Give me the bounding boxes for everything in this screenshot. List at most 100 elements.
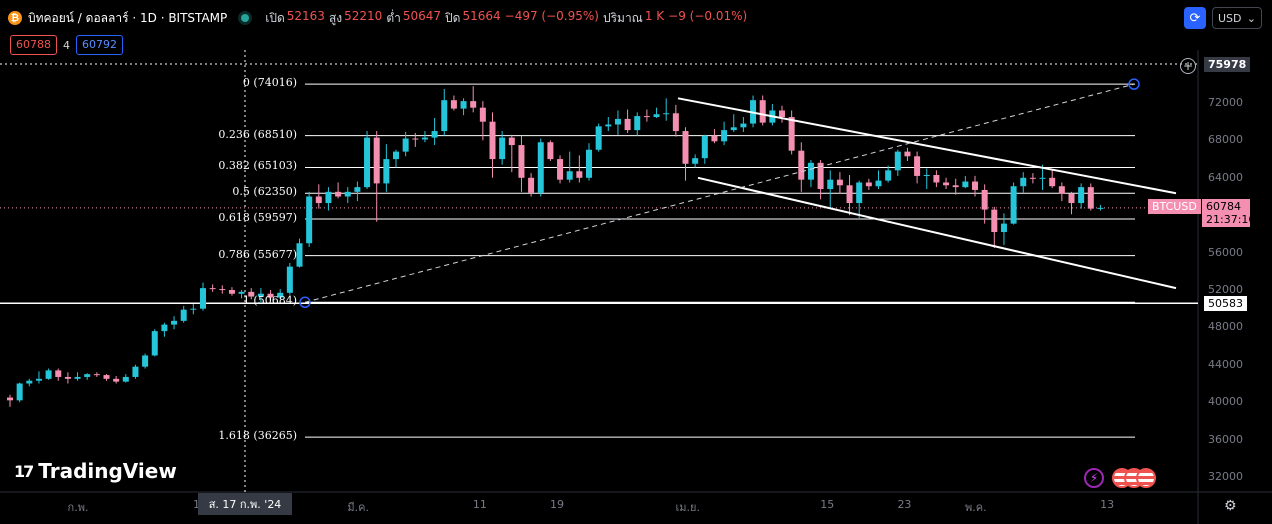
candle-body bbox=[643, 116, 650, 118]
currency-select[interactable]: USD ⌄ bbox=[1212, 7, 1262, 29]
candle bbox=[1039, 164, 1046, 190]
candle-body bbox=[354, 187, 361, 192]
candle bbox=[402, 131, 409, 157]
sync-icon[interactable]: ⟳ bbox=[1184, 7, 1206, 29]
candle bbox=[643, 109, 650, 122]
candle bbox=[914, 151, 921, 184]
candle bbox=[528, 173, 535, 197]
fib-trend-line bbox=[304, 83, 1135, 303]
candle-body bbox=[132, 366, 139, 377]
candle-body bbox=[634, 116, 641, 131]
candle-body bbox=[885, 170, 892, 181]
high-key: สูง bbox=[328, 10, 343, 25]
candle-body bbox=[103, 375, 110, 379]
candle-body bbox=[788, 117, 795, 151]
candle bbox=[904, 147, 911, 161]
candle bbox=[614, 110, 621, 135]
fib-level-label: 0.382 (65103) bbox=[218, 159, 297, 173]
candle-body bbox=[142, 355, 149, 367]
candle-body bbox=[1087, 187, 1094, 209]
candle bbox=[894, 149, 901, 176]
gear-icon[interactable]: ⚙ bbox=[1224, 498, 1237, 514]
candle-body bbox=[1020, 177, 1027, 187]
candle bbox=[769, 103, 776, 126]
sell-button[interactable]: 60788 bbox=[10, 35, 57, 55]
candle bbox=[663, 98, 670, 121]
candle bbox=[682, 127, 689, 181]
candle bbox=[634, 112, 641, 136]
volume-value: 1 K bbox=[644, 8, 665, 23]
market-status-icon[interactable] bbox=[241, 14, 250, 22]
candle bbox=[827, 170, 834, 208]
price-tick: 56000 bbox=[1208, 245, 1243, 259]
buy-button[interactable]: 60792 bbox=[76, 35, 123, 55]
candle-body bbox=[315, 196, 322, 204]
candle bbox=[836, 172, 843, 194]
candle bbox=[103, 374, 110, 381]
candle-body bbox=[431, 131, 438, 138]
candle-body bbox=[991, 209, 998, 233]
candle-body bbox=[807, 162, 814, 180]
add-alert-icon[interactable]: + bbox=[1180, 58, 1196, 74]
price-tick: 44000 bbox=[1208, 357, 1243, 371]
candle bbox=[209, 284, 216, 292]
candle-body bbox=[711, 135, 718, 142]
candle bbox=[267, 290, 274, 301]
economic-events[interactable] bbox=[1112, 468, 1156, 488]
candle bbox=[1049, 169, 1056, 189]
candle bbox=[1010, 182, 1017, 225]
us-flag-icon[interactable] bbox=[1136, 468, 1156, 488]
candle bbox=[1097, 204, 1104, 211]
candle-body bbox=[93, 374, 100, 376]
low-value: 50647 bbox=[402, 8, 442, 23]
candle-body bbox=[228, 290, 235, 294]
candle-body bbox=[875, 180, 882, 187]
candle bbox=[122, 374, 129, 383]
candle-body bbox=[508, 137, 515, 146]
candle-body bbox=[1029, 177, 1036, 179]
candle-body bbox=[614, 118, 621, 125]
candle-body bbox=[335, 191, 342, 197]
tradingview-logo[interactable]: 17 TradingView bbox=[14, 459, 177, 483]
candle bbox=[595, 123, 602, 152]
candle-body bbox=[836, 179, 843, 186]
candle-body bbox=[161, 324, 168, 332]
candle bbox=[518, 135, 525, 192]
fib-level-label: 0.236 (68510) bbox=[218, 127, 297, 141]
candle-body bbox=[373, 137, 380, 184]
candle-body bbox=[682, 131, 689, 164]
candle-body bbox=[402, 138, 409, 152]
lightning-icon[interactable]: ⚡ bbox=[1084, 468, 1104, 488]
candle-body bbox=[856, 182, 863, 204]
candle bbox=[788, 110, 795, 155]
candle-body bbox=[200, 288, 206, 309]
channel-upper-line bbox=[677, 97, 1177, 195]
time-tick: 11 bbox=[472, 498, 487, 511]
candle-body bbox=[1010, 186, 1017, 224]
candle-body bbox=[55, 370, 62, 377]
candle bbox=[701, 134, 708, 164]
low-key: ต่ำ bbox=[386, 10, 401, 25]
candle bbox=[1087, 183, 1094, 211]
candle-body bbox=[730, 127, 737, 131]
candle bbox=[586, 143, 592, 181]
candle bbox=[238, 290, 245, 299]
candle bbox=[460, 98, 467, 116]
candle bbox=[296, 238, 303, 268]
candle-body bbox=[180, 309, 187, 321]
candle bbox=[740, 117, 747, 132]
current-price: 60784 bbox=[1206, 200, 1241, 213]
candle bbox=[923, 168, 930, 190]
candle bbox=[421, 131, 428, 143]
price-tick: 64000 bbox=[1208, 170, 1243, 184]
top-right-controls: ⟳ USD ⌄ bbox=[1184, 7, 1262, 29]
currency-value: USD bbox=[1218, 11, 1242, 25]
candle bbox=[228, 287, 235, 296]
time-tick: มี.ค. bbox=[347, 501, 369, 514]
candle-body bbox=[817, 162, 824, 190]
change-value: −497 (−0.95%) bbox=[504, 8, 599, 23]
symbol-title[interactable]: บิทคอยน์ / ดอลลาร์ · 1D · BITSTAMP bbox=[28, 10, 228, 25]
candle bbox=[113, 376, 120, 384]
candle bbox=[865, 178, 872, 190]
